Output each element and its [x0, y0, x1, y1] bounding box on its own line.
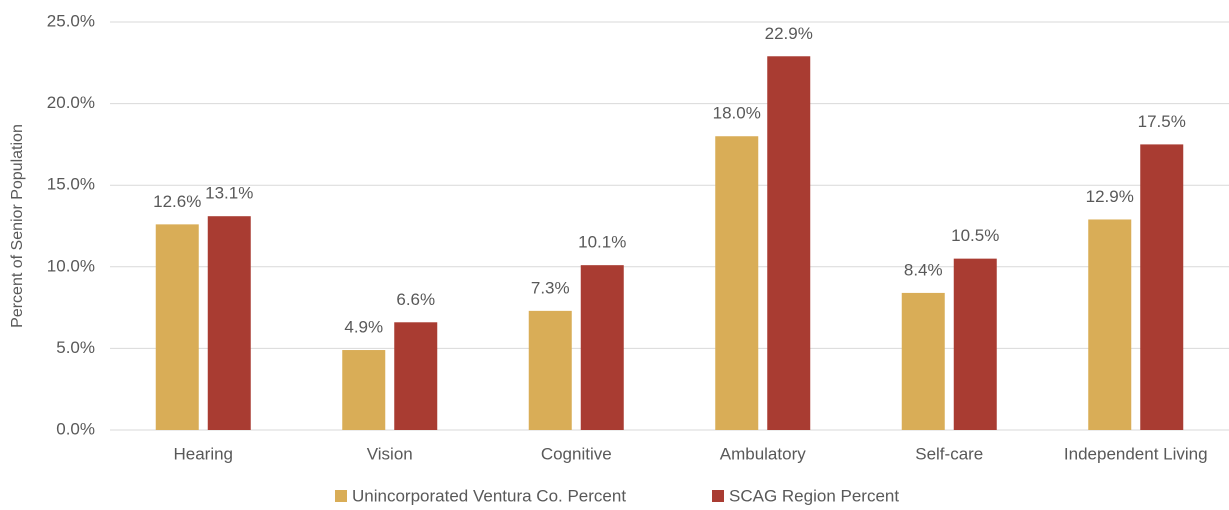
- bar: [207, 216, 251, 430]
- bar: [767, 56, 811, 430]
- bar: [901, 292, 945, 430]
- x-tick-label: Self-care: [915, 444, 983, 463]
- data-label: 4.9%: [344, 318, 383, 337]
- bar: [394, 322, 438, 430]
- data-label: 8.4%: [904, 260, 943, 279]
- x-tick-label: Vision: [367, 444, 413, 463]
- data-label: 10.1%: [578, 233, 626, 252]
- legend-swatch: [335, 490, 347, 502]
- data-label: 17.5%: [1138, 112, 1186, 131]
- x-tick-label: Independent Living: [1064, 444, 1208, 463]
- legend-label: SCAG Region Percent: [729, 486, 899, 505]
- data-label: 6.6%: [396, 290, 435, 309]
- legend-swatch: [712, 490, 724, 502]
- bar: [1140, 144, 1184, 430]
- data-label: 18.0%: [713, 104, 761, 123]
- data-label: 7.3%: [531, 278, 570, 297]
- x-tick-label: Ambulatory: [720, 444, 806, 463]
- bar: [342, 350, 386, 430]
- data-label: 12.6%: [153, 192, 201, 211]
- data-label: 13.1%: [205, 184, 253, 203]
- y-tick-label: 10.0%: [47, 256, 95, 275]
- x-tick-label: Hearing: [173, 444, 233, 463]
- bar: [953, 258, 997, 430]
- bar: [715, 136, 759, 431]
- y-tick-label: 15.0%: [47, 175, 95, 194]
- bar: [155, 224, 199, 430]
- y-tick-label: 25.0%: [47, 11, 95, 30]
- bar: [580, 265, 624, 430]
- y-tick-label: 20.0%: [47, 93, 95, 112]
- data-label: 12.9%: [1086, 187, 1134, 206]
- y-tick-label: 5.0%: [56, 338, 95, 357]
- data-label: 22.9%: [765, 24, 813, 43]
- bar: [528, 310, 572, 430]
- x-tick-label: Cognitive: [541, 444, 612, 463]
- data-label: 10.5%: [951, 226, 999, 245]
- y-tick-label: 0.0%: [56, 419, 95, 438]
- bar: [1088, 219, 1132, 430]
- y-axis-label: Percent of Senior Population: [9, 124, 26, 328]
- legend-label: Unincorporated Ventura Co. Percent: [352, 486, 626, 505]
